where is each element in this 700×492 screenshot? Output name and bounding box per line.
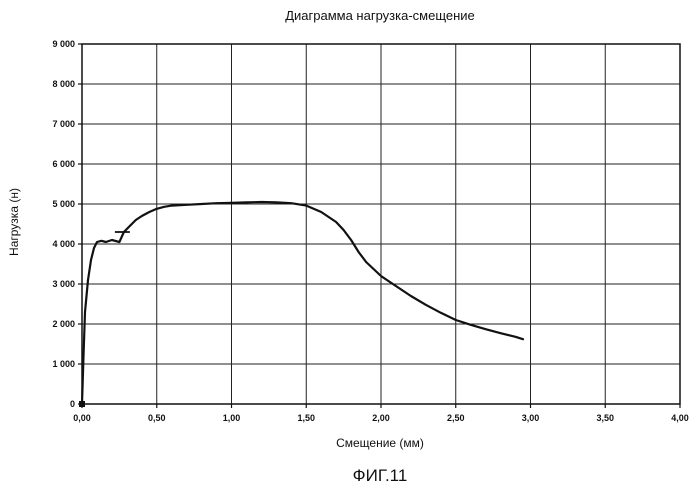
- figure-caption: ФИГ.11: [353, 466, 408, 485]
- y-tick-label: 4 000: [52, 239, 75, 249]
- y-axis-ticks: 0 1 000 2 000 3 000 4 000 5 000 6 000 7 000 8 00…: [52, 39, 82, 409]
- y-tick-label: 2 000: [52, 319, 75, 329]
- x-tick-label: 0,50: [148, 413, 166, 423]
- x-tick-label: 1,00: [223, 413, 241, 423]
- x-tick-label: 4,00: [671, 413, 689, 423]
- y-tick-label: 6 000: [52, 159, 75, 169]
- series-group: [79, 202, 523, 407]
- y-tick-label: 1 000: [52, 359, 75, 369]
- x-tick-label: 3,00: [522, 413, 540, 423]
- y-tick-label: 9 000: [52, 39, 75, 49]
- x-tick-label: 2,50: [447, 413, 465, 423]
- x-axis-label: Смещение (мм): [336, 436, 424, 450]
- y-tick-label: 3 000: [52, 279, 75, 289]
- y-axis-label: Нагрузка (н): [7, 188, 21, 256]
- x-tick-label: 3,50: [596, 413, 614, 423]
- series-line: [82, 202, 523, 404]
- y-tick-label: 8 000: [52, 79, 75, 89]
- grid: [82, 44, 680, 404]
- origin-marker: [79, 401, 85, 407]
- x-tick-label: 2,00: [372, 413, 390, 423]
- x-tick-label: 1,50: [297, 413, 315, 423]
- x-tick-label: 0,00: [73, 413, 91, 423]
- chart-title: Диаграмма нагрузка-смещение: [285, 8, 475, 23]
- y-tick-label: 7 000: [52, 119, 75, 129]
- y-tick-label: 5 000: [52, 199, 75, 209]
- x-axis-ticks: 0,00 0,50 1,00 1,50 2,00 2,50 3,00 3,50 4,00: [73, 404, 689, 423]
- y-tick-label: 0: [70, 399, 75, 409]
